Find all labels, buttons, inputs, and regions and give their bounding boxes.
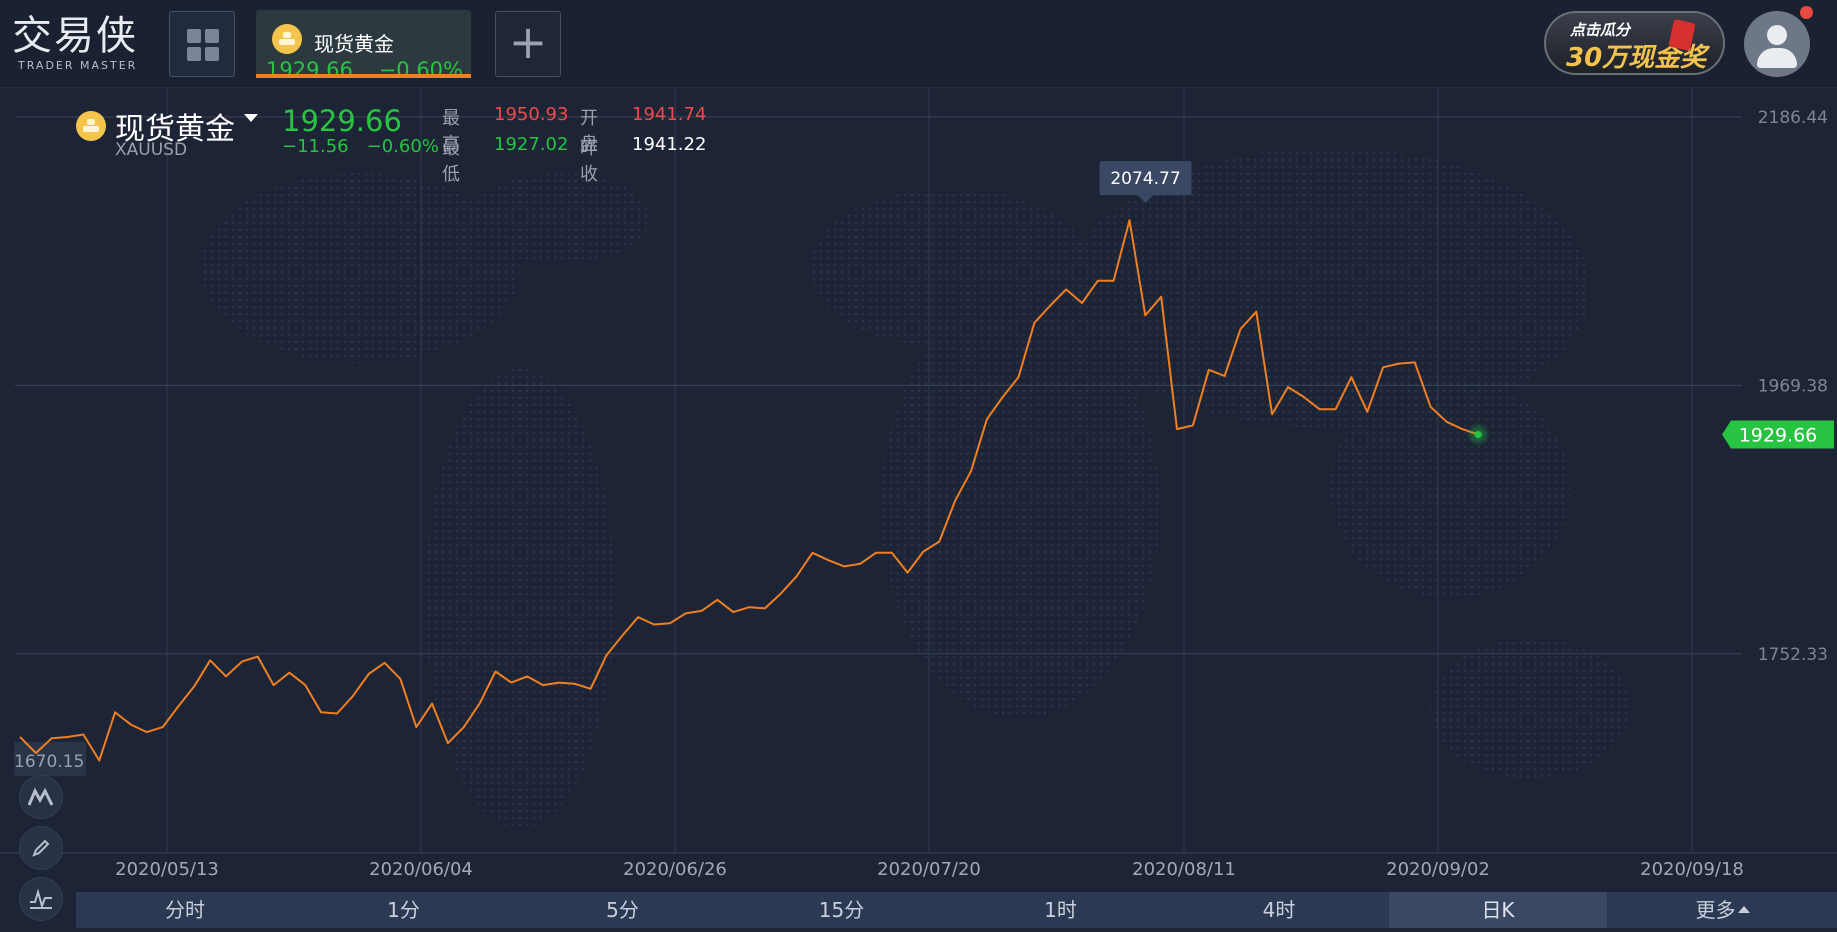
y-tick-label: 1670.15 (14, 752, 84, 772)
prev-close-label: 昨收 (580, 138, 598, 185)
period-tab-15min[interactable]: 15分 (818, 898, 865, 922)
y-tick-label: 1752.33 (1758, 645, 1828, 665)
pencil-icon (32, 839, 50, 857)
peak-tooltip-pointer (1137, 195, 1154, 204)
period-selector: 分时 1分 5分 15分 1时 4时 日K 更多 (76, 892, 1837, 928)
last-point (1474, 430, 1482, 438)
x-tick-label: 2020/08/11 (1132, 859, 1236, 880)
peak-tooltip: 2074.77 (1099, 161, 1192, 204)
draw-tool-button[interactable] (19, 826, 63, 870)
period-tab-more[interactable]: 更多 (1607, 892, 1837, 928)
user-avatar[interactable] (1744, 11, 1810, 77)
logo-subtitle: TRADER MASTER (18, 59, 138, 72)
peak-value-label: 2074.77 (1110, 169, 1180, 189)
world-map-background (200, 148, 1630, 828)
change-percent: −0.60% (366, 136, 439, 157)
gold-coin-icon (76, 111, 106, 141)
period-tab-daily[interactable]: 日K (1389, 892, 1607, 928)
period-tab-1hour[interactable]: 1时 (1044, 898, 1077, 922)
period-tab-1min[interactable]: 1分 (387, 898, 420, 922)
x-axis-labels: 2020/05/13 2020/06/04 2020/06/26 2020/07/20… (115, 859, 1744, 880)
tab-price: 1929.66 (266, 58, 353, 82)
low-label: 最低 (442, 138, 460, 185)
dropdown-caret-icon[interactable] (244, 114, 258, 122)
logo[interactable]: 交易侠 TRADER MASTER (12, 14, 147, 72)
instrument-symbol: XAUUSD (115, 140, 188, 160)
add-tab-button[interactable]: + (495, 11, 561, 77)
top-bar: 交易侠 TRADER MASTER 现货黄金 1929.66 −0.60% + … (0, 0, 1837, 88)
tab-spot-gold[interactable]: 现货黄金 1929.66 −0.60% (256, 10, 471, 82)
notification-dot (1800, 6, 1813, 19)
x-tick-label: 2020/09/02 (1386, 859, 1490, 880)
promo-banner[interactable]: 点击瓜分 30万现金奖 (1544, 11, 1725, 75)
indicator-icon (30, 888, 52, 910)
logo-text: 交易侠 (12, 13, 138, 59)
period-tab-5min[interactable]: 5分 (606, 898, 639, 922)
prev-close-value: 1941.22 (632, 134, 707, 155)
chart-area[interactable]: 2186.44 1969.38 1752.33 1670.15 2020/05/13 2… (0, 88, 1837, 932)
y-tick-label: 1969.38 (1758, 376, 1828, 396)
period-tab-timeshare[interactable]: 分时 (165, 898, 205, 922)
last-price-badge (1722, 420, 1834, 449)
last-price-marker: 1929.66 (1466, 420, 1834, 449)
period-tab-4hour[interactable]: 4时 (1262, 898, 1296, 922)
low-value: 1927.02 (494, 134, 569, 155)
x-tick-label: 2020/05/13 (115, 859, 219, 880)
indicator-button[interactable] (19, 877, 63, 921)
grid-icon (187, 29, 201, 43)
y-axis-labels: 2186.44 1969.38 1752.33 1670.15 (14, 108, 1828, 776)
tab-name: 现货黄金 (314, 32, 394, 56)
x-tick-label: 2020/06/04 (369, 859, 473, 880)
price-change: −11.56 −0.60% (282, 136, 457, 157)
high-label: 最高 (442, 108, 460, 155)
more-label: 更多 (1695, 898, 1736, 922)
chart-type-button[interactable] (19, 775, 63, 819)
x-tick-label: 2020/09/18 (1640, 859, 1744, 880)
plus-icon: + (508, 15, 548, 69)
chart-grid (0, 88, 1837, 854)
y-tick-label: 2186.44 (1758, 108, 1828, 128)
last-price-label: 1929.66 (1739, 424, 1818, 446)
change-value: −11.56 (282, 136, 349, 157)
current-price: 1929.66 (282, 104, 402, 138)
promo-line1: 点击瓜分 (1570, 21, 1631, 39)
x-tick-label: 2020/07/20 (877, 859, 981, 880)
tab-change: −0.60% (378, 58, 463, 82)
mountain-chart-icon (27, 787, 54, 806)
high-value: 1950.93 (494, 104, 569, 125)
open-label: 开盘 (580, 108, 598, 155)
user-icon (1767, 25, 1787, 45)
gold-coin-icon (272, 24, 302, 54)
price-line (19, 219, 1479, 762)
grid-layout-button[interactable] (169, 11, 235, 77)
open-value: 1941.74 (632, 104, 707, 125)
caret-up-icon (1737, 906, 1750, 913)
instrument-name[interactable]: 现货黄金 (115, 112, 235, 147)
tab-active-indicator (256, 74, 471, 78)
peak-tooltip-box (1099, 161, 1192, 196)
x-tick-label: 2020/06/26 (623, 859, 727, 880)
